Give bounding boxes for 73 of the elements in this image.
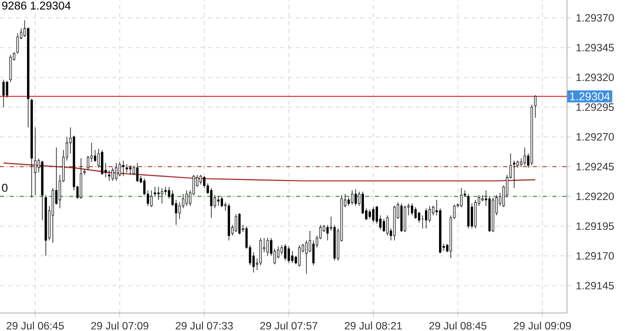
candlestick	[382, 218, 386, 232]
annotation: 9286 1.29304	[2, 2, 71, 10]
annotation: 0	[2, 184, 8, 192]
candlestick	[178, 202, 181, 220]
y-tick-label: 1.29245	[576, 162, 614, 170]
x-tick-label: 29 Jul 07:33	[176, 322, 233, 330]
candlestick	[200, 174, 202, 185]
candlestick	[418, 212, 420, 223]
candlestick	[122, 160, 124, 176]
candlestick	[6, 80, 8, 98]
candlestick	[9, 54, 12, 82]
x-tick-label: 29 Jul 08:45	[429, 322, 486, 330]
candlestick	[372, 206, 374, 223]
candlestick	[280, 244, 283, 255]
candlestick	[354, 188, 357, 206]
candlestick	[291, 250, 294, 264]
x-tick-label: 29 Jul 07:09	[91, 322, 148, 330]
candlestick	[424, 208, 428, 229]
candlestick	[16, 33, 19, 54]
candlestick	[368, 209, 371, 220]
candlestick	[34, 127, 36, 196]
candlestick	[284, 244, 286, 261]
x-tick-label: 29 Jul 06:45	[6, 322, 64, 330]
candlestick	[83, 168, 86, 176]
x-tick-label: 29 Jul 09:09	[514, 322, 571, 330]
candlestick	[234, 214, 238, 232]
candlestick	[386, 215, 389, 236]
candlestick	[112, 167, 114, 182]
ref-line-label: 1.29304	[570, 92, 610, 100]
y-tick-label: 1.29195	[576, 222, 614, 230]
candlestick	[136, 162, 139, 182]
candlestick	[210, 188, 212, 218]
candlestick	[288, 246, 290, 264]
x-tick-label: 29 Jul 08:21	[344, 322, 402, 330]
y-tick-label: 1.29170	[576, 252, 614, 260]
candlestick	[108, 170, 110, 182]
y-tick-label: 1.29320	[576, 74, 614, 82]
x-tick-label: 29 Jul 07:57	[260, 322, 318, 330]
y-tick-label: 1.29345	[576, 44, 614, 52]
candlestick	[460, 188, 462, 208]
candlestick	[414, 206, 417, 220]
y-tick-label: 1.29220	[576, 192, 614, 200]
candlestick	[259, 238, 262, 266]
candlestick	[351, 190, 354, 205]
candlestick	[376, 206, 378, 224]
candlestick	[474, 200, 477, 229]
candlestick	[186, 190, 188, 206]
candlestick	[298, 244, 301, 267]
candlestick	[160, 188, 164, 204]
candlestick	[220, 196, 224, 208]
y-tick-label: 1.29370	[576, 14, 614, 22]
candlestick	[266, 238, 269, 256]
candlestick	[118, 162, 121, 176]
candlestick	[164, 186, 167, 196]
candlestick	[157, 186, 160, 200]
candlestick	[217, 196, 220, 206]
candlestick	[513, 160, 516, 188]
y-tick-label: 1.29270	[576, 133, 614, 141]
candlestick	[534, 94, 536, 118]
candlestick	[410, 203, 414, 216]
candlestick	[115, 162, 118, 182]
candlestick	[428, 206, 431, 223]
y-tick-label: 1.29295	[576, 103, 614, 111]
candlestick	[129, 165, 132, 176]
candlestick	[150, 190, 153, 208]
candlestick	[154, 186, 156, 197]
candlestick	[94, 150, 96, 162]
candlestick	[481, 194, 484, 202]
candlestick	[312, 240, 315, 266]
candlestick	[524, 147, 526, 166]
candlestick	[100, 150, 104, 176]
y-tick-label: 1.29145	[576, 282, 614, 290]
candlestick	[305, 240, 308, 274]
